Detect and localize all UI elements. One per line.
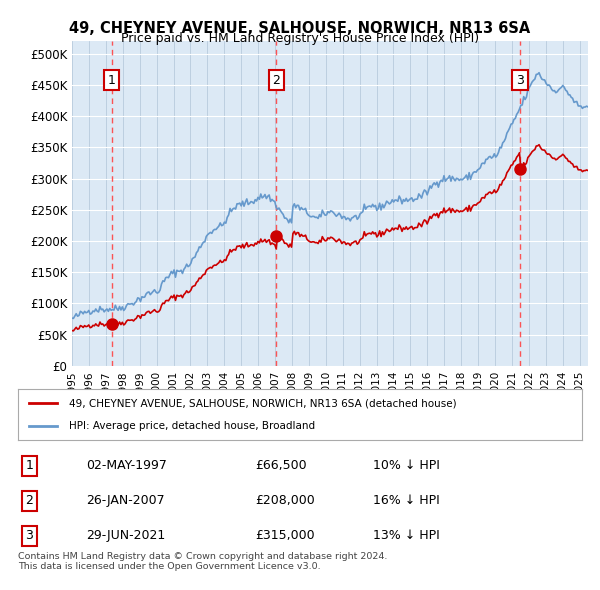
Text: 29-JUN-2021: 29-JUN-2021: [86, 529, 165, 542]
Text: 3: 3: [25, 529, 33, 542]
Text: 1: 1: [107, 74, 116, 87]
Text: 49, CHEYNEY AVENUE, SALHOUSE, NORWICH, NR13 6SA (detached house): 49, CHEYNEY AVENUE, SALHOUSE, NORWICH, N…: [69, 398, 457, 408]
Text: 3: 3: [516, 74, 524, 87]
Text: 49, CHEYNEY AVENUE, SALHOUSE, NORWICH, NR13 6SA: 49, CHEYNEY AVENUE, SALHOUSE, NORWICH, N…: [70, 21, 530, 35]
Text: 1: 1: [25, 460, 33, 473]
Text: £315,000: £315,000: [255, 529, 314, 542]
Text: Contains HM Land Registry data © Crown copyright and database right 2024.
This d: Contains HM Land Registry data © Crown c…: [18, 552, 388, 571]
Text: 2: 2: [25, 494, 33, 507]
Text: Price paid vs. HM Land Registry's House Price Index (HPI): Price paid vs. HM Land Registry's House …: [121, 32, 479, 45]
Text: 13% ↓ HPI: 13% ↓ HPI: [373, 529, 440, 542]
Text: 2: 2: [272, 74, 280, 87]
Text: 02-MAY-1997: 02-MAY-1997: [86, 460, 167, 473]
Text: 26-JAN-2007: 26-JAN-2007: [86, 494, 164, 507]
Text: £66,500: £66,500: [255, 460, 307, 473]
Text: 10% ↓ HPI: 10% ↓ HPI: [373, 460, 440, 473]
Text: HPI: Average price, detached house, Broadland: HPI: Average price, detached house, Broa…: [69, 421, 315, 431]
Text: £208,000: £208,000: [255, 494, 314, 507]
Text: 16% ↓ HPI: 16% ↓ HPI: [373, 494, 440, 507]
